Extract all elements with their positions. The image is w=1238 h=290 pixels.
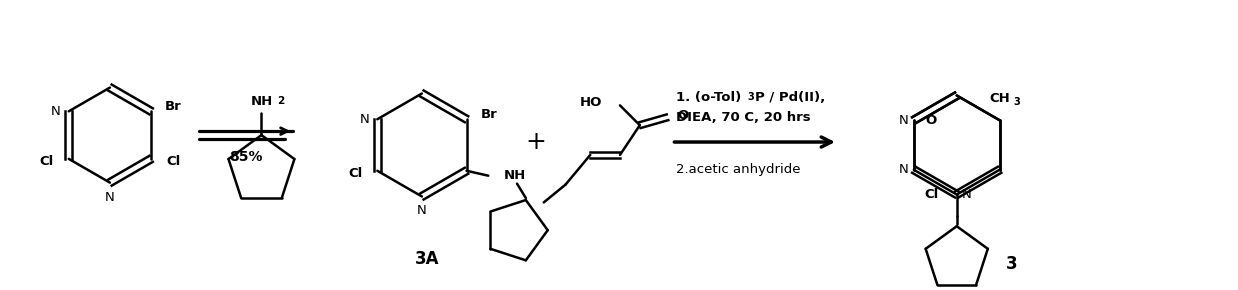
Text: 2: 2 [277, 96, 285, 106]
Text: NH: NH [504, 169, 526, 182]
Text: Br: Br [165, 100, 182, 113]
Text: N: N [51, 105, 61, 118]
Text: NH: NH [250, 95, 272, 108]
Text: Cl: Cl [348, 167, 363, 180]
Text: O: O [677, 109, 688, 122]
Text: N: N [417, 204, 427, 218]
Text: 1. (o-Tol): 1. (o-Tol) [676, 91, 742, 104]
Text: P / Pd(II),: P / Pd(II), [755, 91, 825, 104]
Text: Br: Br [480, 108, 498, 121]
Text: Cl: Cl [166, 155, 181, 168]
Text: Cl: Cl [40, 155, 54, 168]
Text: 3: 3 [1014, 97, 1020, 107]
Text: 3A: 3A [415, 250, 439, 268]
Text: N: N [105, 191, 115, 204]
Text: N: N [359, 113, 369, 126]
Text: Cl: Cl [925, 188, 938, 201]
Text: 2.acetic anhydride: 2.acetic anhydride [676, 163, 801, 176]
Text: HO: HO [579, 96, 602, 109]
Text: N: N [899, 163, 909, 176]
Text: +: + [525, 130, 546, 154]
Text: N: N [899, 114, 909, 127]
Text: CH: CH [989, 92, 1010, 105]
Text: N: N [962, 188, 972, 201]
Text: 85%: 85% [229, 150, 262, 164]
Text: O: O [926, 114, 937, 127]
Text: 3: 3 [748, 93, 754, 102]
Text: DIEA, 70 C, 20 hrs: DIEA, 70 C, 20 hrs [676, 111, 811, 124]
Text: 3: 3 [1005, 255, 1018, 273]
